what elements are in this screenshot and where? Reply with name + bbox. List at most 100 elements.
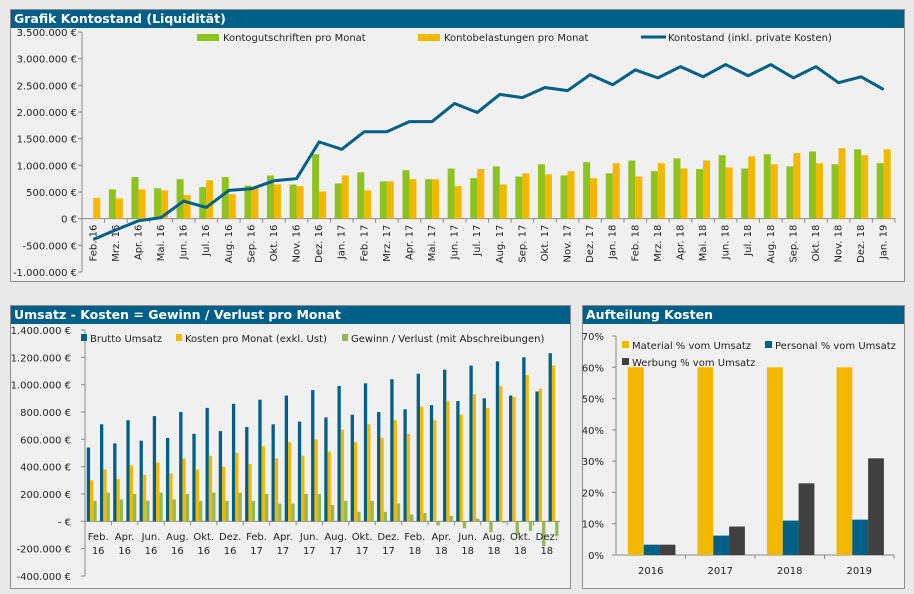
bar-gewinn-verlust	[423, 513, 427, 522]
bar-kontobelastungen	[454, 186, 462, 219]
bar-kontogutschriften	[492, 166, 500, 219]
bar-brutto-umsatz	[535, 391, 539, 522]
bar-kontobelastungen	[206, 180, 214, 219]
legend-swatch-brutto-umsatz	[81, 334, 87, 341]
bar-brutto-umsatz	[113, 443, 117, 522]
x-tick-label: Mai. 18	[698, 225, 709, 262]
bar-gewinn-verlust	[370, 500, 374, 522]
bar-kosten	[261, 446, 265, 522]
x-tick-label-month: Jun.	[299, 532, 319, 543]
bar-kontobelastungen	[319, 191, 327, 219]
x-tick-label: Apr. 18	[675, 225, 686, 260]
bar-kontogutschriften	[583, 162, 591, 219]
bar-kosten	[222, 466, 226, 522]
bar-kosten	[380, 437, 384, 522]
bar-kontogutschriften	[876, 163, 884, 219]
bar-material	[697, 367, 714, 555]
bar-kontogutschriften	[808, 151, 816, 219]
bar-kontobelastungen	[161, 190, 169, 219]
bar-kontobelastungen	[409, 179, 417, 219]
bar-gewinn-verlust	[410, 514, 414, 522]
kontostand-panel: Grafik Kontostand (Liquidität)	[10, 9, 905, 282]
x-tick-label-year: 18	[488, 546, 501, 557]
bar-brutto-umsatz	[311, 390, 315, 522]
bar-material	[767, 367, 783, 555]
bar-kosten	[208, 455, 213, 522]
y-tick-label: 20%	[582, 488, 604, 499]
x-tick-label: Apr. 16	[133, 225, 144, 260]
bar-kontobelastungen	[341, 175, 349, 219]
x-tick-label: Jan. 17	[337, 225, 348, 261]
y-tick-label: 3.500.000 €	[17, 28, 77, 39]
bar-brutto-umsatz	[245, 427, 249, 522]
x-tick-label-month: Apr.	[273, 532, 293, 543]
bar-kontobelastungen	[657, 163, 665, 219]
bar-kosten	[340, 429, 345, 522]
x-tick-label-month: Aug.	[483, 532, 506, 543]
x-tick-label: Feb. 16	[88, 225, 99, 262]
bar-kontogutschriften	[402, 170, 410, 219]
x-tick-label-year: 16	[171, 546, 184, 557]
bar-brutto-umsatz	[284, 395, 289, 522]
bar-kontobelastungen	[228, 194, 236, 219]
bar-kontobelastungen	[770, 164, 778, 219]
x-tick-label-year: 16	[118, 546, 131, 557]
bar-kosten	[538, 388, 543, 522]
x-tick-label-year: 16	[224, 546, 237, 557]
bar-brutto-umsatz	[469, 365, 473, 522]
bar-kosten	[512, 396, 516, 522]
x-tick-label: Nov. 16	[292, 225, 303, 263]
x-tick-label-year: 17	[303, 546, 316, 557]
bar-gewinn-verlust	[317, 494, 322, 522]
bar-brutto-umsatz	[271, 424, 275, 522]
bar-kosten	[182, 458, 186, 522]
bar-brutto-umsatz	[377, 412, 381, 522]
bar-kontobelastungen	[567, 171, 575, 219]
x-tick-label: Sep. 18	[788, 225, 799, 263]
bar-kontogutschriften	[357, 172, 365, 219]
bar-kontobelastungen	[635, 176, 643, 219]
bar-kontogutschriften	[696, 169, 704, 219]
bar-material	[628, 367, 644, 555]
x-tick-label-year: 16	[145, 546, 158, 557]
bar-kosten	[353, 442, 358, 522]
y-tick-label: 1.000.000 €	[11, 381, 71, 392]
bar-kontogutschriften	[628, 160, 636, 219]
kontostand-line	[92, 63, 885, 241]
legend-label: Brutto Umsatz	[90, 334, 162, 345]
y-tick-label: -400.000 €	[16, 572, 71, 583]
x-tick-label-year: 17	[329, 546, 342, 557]
bar-brutto-umsatz	[297, 421, 302, 522]
y-tick-label: 600.000 €	[20, 435, 71, 446]
bar-kontobelastungen	[680, 168, 688, 219]
bar-kontobelastungen	[612, 163, 620, 219]
bar-kosten	[499, 386, 503, 522]
legend-swatch-gewinn-verlust	[342, 334, 348, 341]
bar-material	[836, 367, 853, 555]
x-tick-label: Okt. 17	[540, 225, 551, 262]
x-tick-label-year: 17	[277, 546, 290, 557]
bar-brutto-umsatz	[429, 405, 434, 522]
bar-gewinn-verlust	[330, 504, 335, 522]
x-tick-label: 2016	[638, 566, 663, 577]
y-tick-label: 60%	[582, 363, 604, 374]
bar-personal	[852, 519, 869, 555]
x-tick-label: Feb. 17	[359, 225, 370, 262]
y-tick-label: 2.500.000 €	[17, 81, 77, 92]
x-tick-label: Jun. 17	[450, 225, 461, 261]
legend-swatch-werbung	[622, 358, 629, 365]
x-tick-label-month: Feb.	[88, 532, 109, 543]
x-tick-label-month: Aug.	[324, 532, 347, 543]
bar-kontogutschriften	[718, 155, 726, 219]
x-tick-label: Mrz. 16	[111, 225, 122, 262]
bar-brutto-umsatz	[205, 407, 209, 522]
x-tick-label: Mrz. 17	[382, 225, 393, 262]
bar-kontogutschriften	[244, 185, 252, 219]
bar-kontobelastungen	[273, 184, 281, 219]
x-tick-label-month: Apr.	[431, 532, 451, 543]
bar-kontogutschriften	[199, 187, 207, 219]
bar-kontobelastungen	[590, 178, 598, 219]
y-tick-label: 30%	[582, 457, 604, 468]
bar-kosten	[274, 458, 279, 522]
